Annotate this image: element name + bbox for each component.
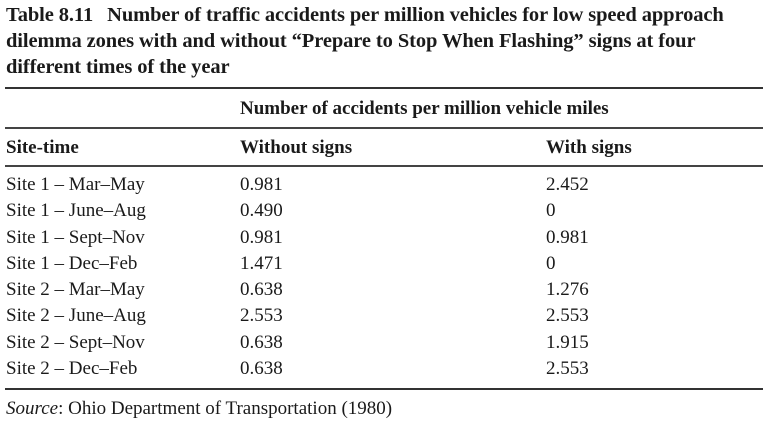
without-signs-cell: 0.490 xyxy=(240,200,283,222)
with-signs-cell: 2.553 xyxy=(546,305,589,327)
with-signs-cell: 1.915 xyxy=(546,331,589,353)
with-signs-cell: 2.553 xyxy=(546,358,589,380)
group-header: Number of accidents per million vehicle … xyxy=(240,98,609,119)
without-signs-cell: 0.638 xyxy=(240,279,283,301)
bottom-rule xyxy=(5,388,763,390)
site-time-cell: Site 1 – Sept–Nov xyxy=(6,226,145,248)
header-rule xyxy=(5,165,763,167)
without-signs-cell: 0.981 xyxy=(240,174,283,195)
without-signs-cell: 0.981 xyxy=(240,226,283,248)
source-label: Source xyxy=(6,398,59,419)
site-time-cell: Site 2 – June–Aug xyxy=(6,305,146,327)
with-signs-cell: 0 xyxy=(546,200,556,222)
with-signs-cell: 1.276 xyxy=(546,279,589,301)
table-title: Number of traffic accidents per million … xyxy=(6,4,724,78)
group-header-rule xyxy=(5,127,763,129)
table-row: Site 1 – Mar–May 0.981 2.452 xyxy=(0,172,776,198)
with-signs-cell: 2.452 xyxy=(546,174,589,195)
site-time-cell: Site 1 – June–Aug xyxy=(6,200,146,222)
table-number: Table 8.11 xyxy=(6,4,94,26)
site-time-cell: Site 2 – Dec–Feb xyxy=(6,358,138,380)
with-signs-cell: 0 xyxy=(546,252,556,274)
without-signs-cell: 0.638 xyxy=(240,358,283,380)
top-rule xyxy=(5,87,763,89)
table-caption: Table 8.11 Number of traffic accidents pe… xyxy=(6,2,766,80)
without-signs-cell: 1.471 xyxy=(240,252,283,274)
source-note: Source: Ohio Department of Transportatio… xyxy=(6,396,392,422)
without-signs-cell: 0.638 xyxy=(240,331,283,353)
table-row: Site 2 – Sept–Nov 0.638 1.915 xyxy=(0,330,776,356)
site-time-cell: Site 2 – Mar–May xyxy=(6,279,145,301)
site-time-cell: Site 2 – Sept–Nov xyxy=(6,331,145,353)
with-signs-cell: 0.981 xyxy=(546,226,589,248)
source-text: : Ohio Department of Transportation (198… xyxy=(58,398,393,419)
table-row: Site 2 – Dec–Feb 0.638 2.553 xyxy=(0,356,776,382)
table-row: Site 1 – Dec–Feb 1.471 0 xyxy=(0,251,776,277)
site-time-cell: Site 1 – Mar–May xyxy=(6,174,145,195)
site-time-cell: Site 1 – Dec–Feb xyxy=(6,252,138,274)
table-row: Site 2 – June–Aug 2.553 2.553 xyxy=(0,303,776,329)
column-header-with-signs: With signs xyxy=(546,137,632,158)
column-header-without-signs: Without signs xyxy=(240,137,353,158)
without-signs-cell: 2.553 xyxy=(240,305,283,327)
table-row: Site 1 – June–Aug 0.490 0 xyxy=(0,198,776,224)
column-header-site-time: Site-time xyxy=(6,137,79,158)
table-row: Site 2 – Mar–May 0.638 1.276 xyxy=(0,277,776,303)
table-body: Site 1 – Mar–May 0.981 2.452 Site 1 – Ju… xyxy=(0,172,776,382)
table-row: Site 1 – Sept–Nov 0.981 0.981 xyxy=(0,225,776,251)
